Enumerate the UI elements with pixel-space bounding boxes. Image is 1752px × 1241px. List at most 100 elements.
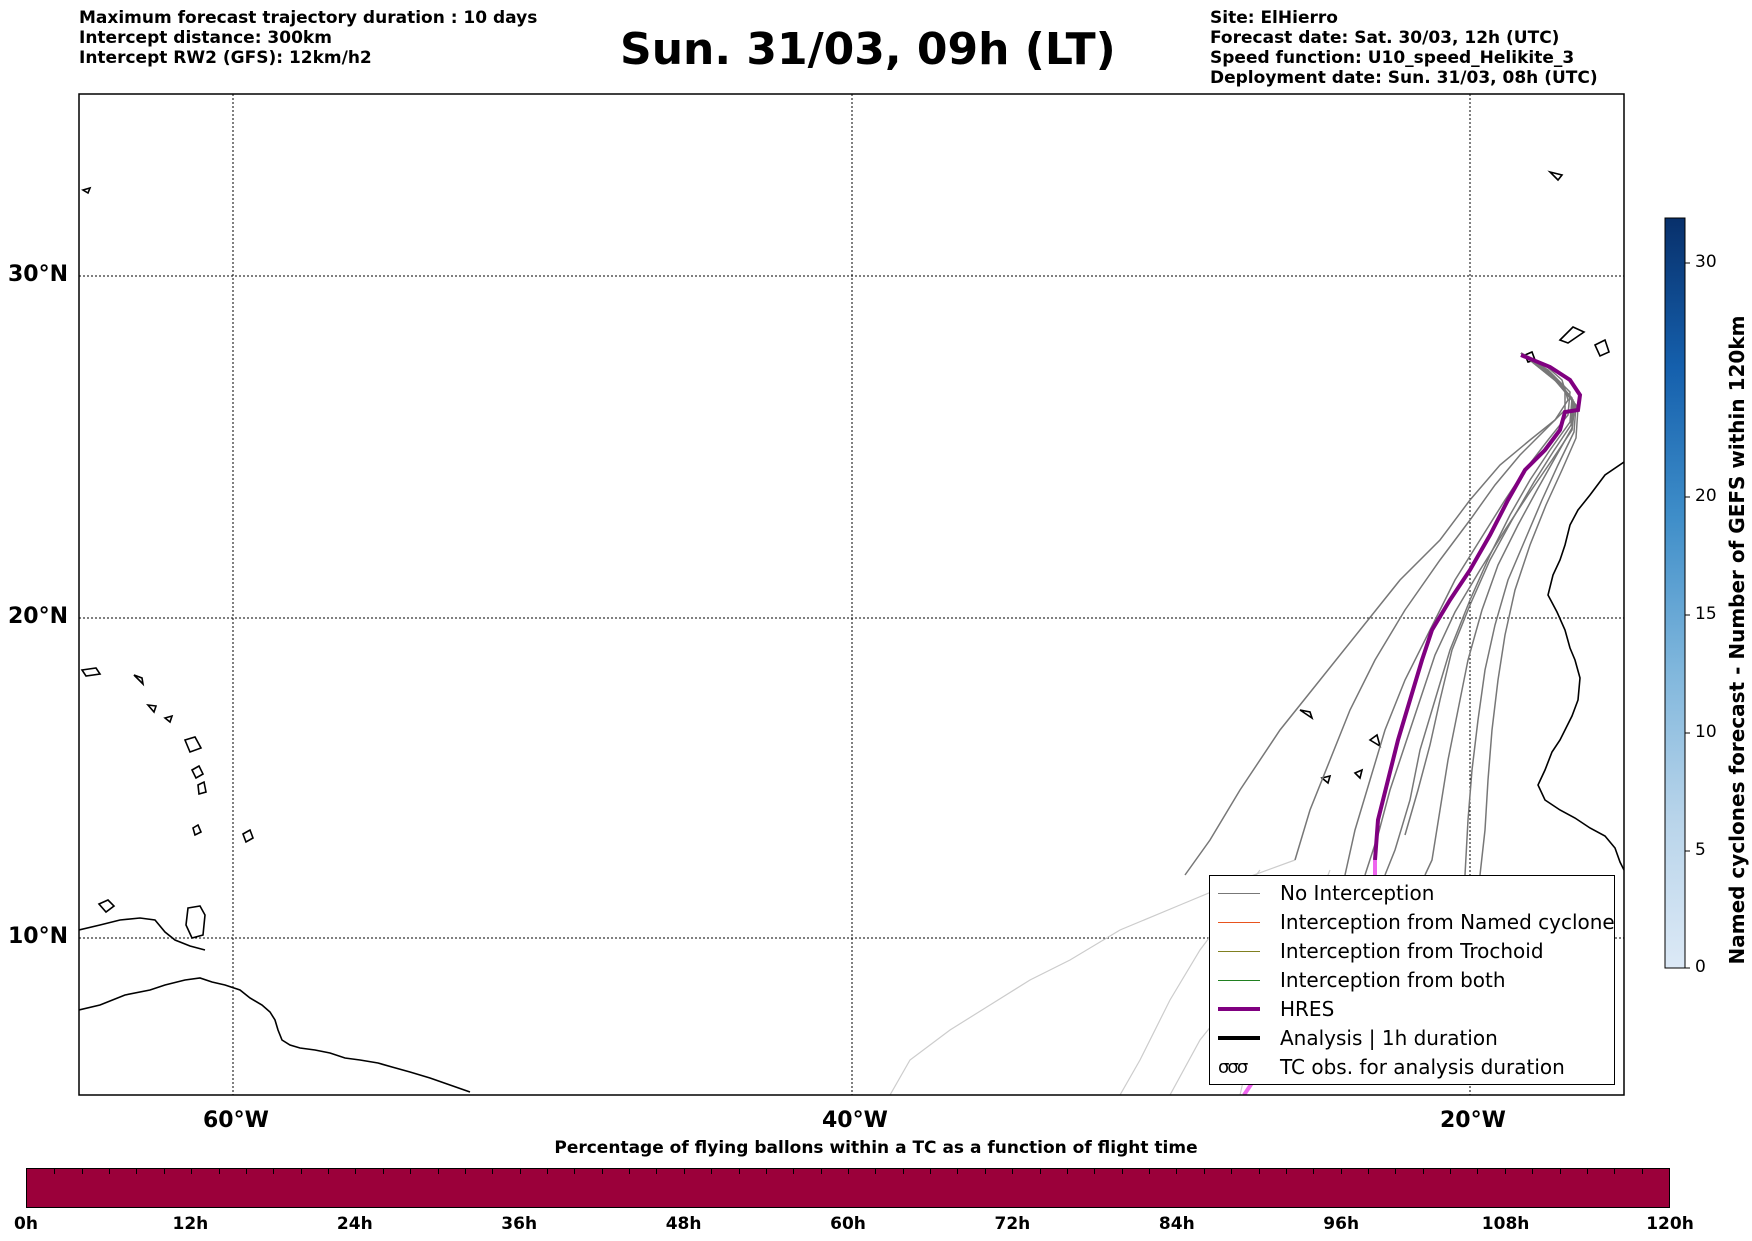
legend-item-named-cyclone: Interception from Named cyclone xyxy=(1218,908,1615,936)
deployment-date-text: Deployment date: Sun. 31/03, 08h (UTC) xyxy=(1210,68,1598,88)
timebar-minor-tick xyxy=(191,1169,193,1174)
timebar-minor-tick xyxy=(245,1169,247,1174)
timebar-tick-label: 108h xyxy=(1481,1214,1530,1234)
colorbar-tick-30: 30 xyxy=(1695,252,1717,272)
legend-swatch xyxy=(1218,892,1260,894)
timebar-minor-tick xyxy=(81,1169,83,1174)
timebar-minor-tick xyxy=(1203,1169,1205,1174)
legend-swatch xyxy=(1218,950,1260,952)
trajectory-line xyxy=(1344,352,1571,876)
colorbar-tick-5: 5 xyxy=(1695,840,1706,860)
timebar-minor-tick xyxy=(1066,1169,1068,1174)
legend-item-both: Interception from both xyxy=(1218,966,1506,994)
legend-item-hres: HRES xyxy=(1218,995,1334,1023)
canary-island-3 xyxy=(1593,338,1610,358)
timebar-minor-tick xyxy=(793,1169,795,1174)
timebar-minor-tick xyxy=(1504,1169,1506,1174)
timebar xyxy=(26,1168,1670,1208)
legend-label: Interception from both xyxy=(1280,968,1506,992)
timebar-minor-tick xyxy=(1176,1169,1178,1174)
lon-label-40w: 40°W xyxy=(822,1108,888,1133)
timebar-tick-label: 96h xyxy=(1323,1214,1360,1234)
trinidad-island xyxy=(185,905,206,939)
madeira-island xyxy=(1547,170,1564,182)
trajectory-line xyxy=(1424,352,1575,876)
cape-verde-island-1 xyxy=(1299,709,1314,720)
caribbean-island-7 xyxy=(80,667,102,677)
timebar-minor-tick xyxy=(1614,1169,1616,1174)
timebar-tick-label: 36h xyxy=(501,1214,538,1234)
caribbean-island-2 xyxy=(183,736,203,754)
timebar-tick-label: 12h xyxy=(172,1214,209,1234)
cape-verde-island-2 xyxy=(1368,733,1382,748)
timebar-minor-tick xyxy=(410,1169,412,1174)
timebar-minor-tick xyxy=(1121,1169,1123,1174)
legend-item-trochoid: Interception from Trochoid xyxy=(1218,937,1544,965)
lat-label-10n: 10°N xyxy=(8,924,69,949)
timebar-minor-tick xyxy=(1477,1169,1479,1174)
timebar-minor-tick xyxy=(546,1169,548,1174)
max-duration-text: Maximum forecast trajectory duration : 1… xyxy=(79,8,538,28)
legend-swatch xyxy=(1218,979,1260,981)
legend-label: HRES xyxy=(1280,997,1335,1021)
timebar-minor-tick xyxy=(930,1169,932,1174)
caribbean-island-11 xyxy=(81,186,92,195)
timebar-minor-tick xyxy=(1450,1169,1452,1174)
timebar-minor-tick xyxy=(273,1169,275,1174)
intercept-rw2-text: Intercept RW2 (GFS): 12km/h2 xyxy=(79,48,372,68)
page-title: Sun. 31/03, 09h (LT) xyxy=(620,24,1116,75)
timebar-minor-tick xyxy=(629,1169,631,1174)
timebar-minor-tick xyxy=(109,1169,111,1174)
timebar-tick-label: 24h xyxy=(336,1214,373,1234)
timebar-minor-tick xyxy=(1422,1169,1424,1174)
caribbean-island-9 xyxy=(146,703,158,714)
trajectory-line xyxy=(1479,352,1579,876)
legend-label: TC obs. for analysis duration xyxy=(1280,1055,1565,1079)
timebar-tick-label: 60h xyxy=(830,1214,866,1234)
timebar-minor-tick xyxy=(492,1169,494,1174)
forecast-date-text: Forecast date: Sat. 30/03, 12h (UTC) xyxy=(1210,28,1560,48)
colorbar-tick-20: 20 xyxy=(1695,486,1717,506)
legend-swatch xyxy=(1218,921,1260,923)
timebar-minor-tick xyxy=(300,1169,302,1174)
legend-swatch xyxy=(1218,1007,1260,1011)
graticule xyxy=(79,94,1624,1095)
timebar-minor-tick xyxy=(163,1169,165,1174)
timebar-minor-tick xyxy=(1367,1169,1369,1174)
cape-verde-island-3 xyxy=(1353,768,1364,780)
caribbean-island-10 xyxy=(163,714,174,724)
lat-label-30n: 30°N xyxy=(8,262,69,287)
venezuela-coast xyxy=(79,917,206,951)
timebar-minor-tick xyxy=(464,1169,466,1174)
colorbar xyxy=(1664,217,1686,969)
timebar-tick-label: 72h xyxy=(994,1214,1031,1234)
map-frame xyxy=(78,93,1625,1096)
legend-item-analysis: Analysis | 1h duration xyxy=(1218,1024,1498,1052)
timebar-minor-tick xyxy=(437,1169,439,1174)
site-info: Site: ElHierro Forecast date: Sat. 30/03… xyxy=(1210,8,1598,88)
caribbean-island-4 xyxy=(197,780,207,796)
colorbar-tick-10: 10 xyxy=(1695,722,1717,742)
timebar-minor-tick xyxy=(738,1169,740,1174)
timebar-minor-tick xyxy=(1285,1169,1287,1174)
colorbar-title: Named cyclones forecast - Number of GEFS… xyxy=(1725,315,1749,965)
caribbean-island-5 xyxy=(192,823,203,837)
timebar-minor-tick xyxy=(1258,1169,1260,1174)
timebar-tick-label: 120h xyxy=(1646,1214,1694,1234)
legend-label: Interception from Named cyclone xyxy=(1280,910,1615,934)
colorbar-tick-15: 15 xyxy=(1695,604,1717,624)
timebar-minor-tick xyxy=(902,1169,904,1174)
trajectory-line xyxy=(1364,352,1576,876)
legend-swatch xyxy=(1218,1036,1260,1040)
timebar-tick-label: 84h xyxy=(1158,1214,1195,1234)
timebar-minor-tick xyxy=(1340,1169,1342,1174)
timebar-minor-tick xyxy=(1313,1169,1315,1174)
colorbar-ticks xyxy=(1685,262,1690,969)
trajectory-line xyxy=(1404,352,1574,836)
legend-item-tc-obs: σσσ TC obs. for analysis duration xyxy=(1218,1053,1565,1081)
timebar-minor-tick xyxy=(1094,1169,1096,1174)
timebar-minor-tick xyxy=(1641,1169,1643,1174)
timebar-title: Percentage of flying ballons within a TC… xyxy=(554,1138,1198,1158)
timebar-minor-tick xyxy=(765,1169,767,1174)
timebar-minor-tick xyxy=(1012,1169,1014,1174)
